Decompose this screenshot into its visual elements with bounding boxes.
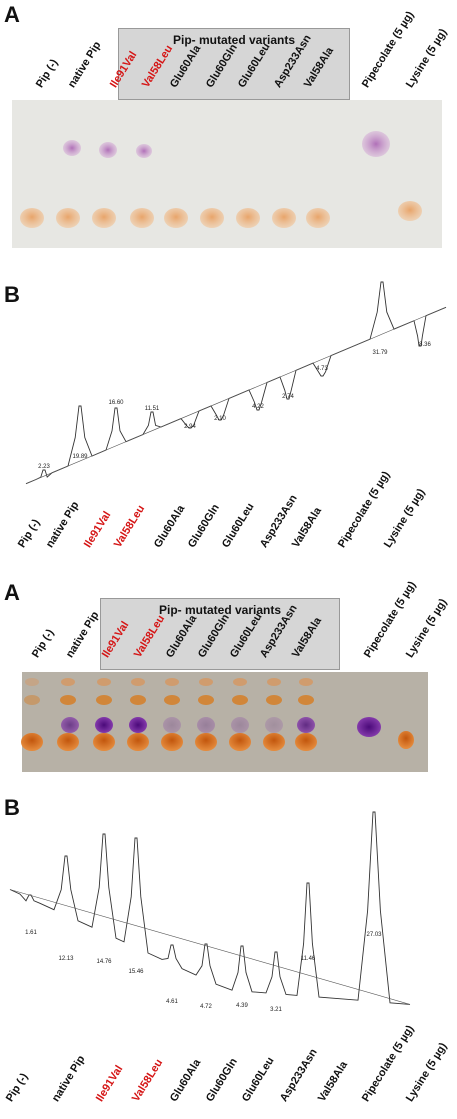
peak-label: 3.21 xyxy=(270,1007,282,1013)
purple-spot xyxy=(163,717,181,733)
orange-spot xyxy=(272,208,296,228)
orange-spot xyxy=(398,201,422,221)
peak-label: 1.61 xyxy=(25,930,37,936)
peak-label: 19.89 xyxy=(72,454,88,460)
variants-box-title-1: Pip- mutated variants xyxy=(172,33,296,47)
purple-spot xyxy=(99,142,117,158)
orange-spot xyxy=(295,733,317,751)
orange-spot xyxy=(56,208,80,228)
plate2-spots xyxy=(21,678,414,751)
orange-spot xyxy=(93,733,115,751)
chromatogram-b2: 1.61 12.13 14.76 15.46 4.61 4.72 4.39 3.21 11.46… xyxy=(9,811,411,1013)
tlc-plate-1 xyxy=(12,100,442,248)
upper-spot xyxy=(233,678,247,686)
orange-spot xyxy=(161,733,183,751)
upper-spot xyxy=(267,678,281,686)
peak-label: 8.36 xyxy=(419,342,431,348)
peak-label: 4.61 xyxy=(166,999,178,1005)
peak-label: 2.94 xyxy=(184,424,196,430)
lysine-spot xyxy=(398,731,414,749)
variants-box-2: Pip- mutated variants xyxy=(100,598,340,670)
peak-label: 16.60 xyxy=(108,400,124,406)
orange-spot xyxy=(92,208,116,228)
orange-spot xyxy=(195,733,217,751)
orange-spot xyxy=(164,208,188,228)
upper-spot xyxy=(130,695,146,705)
panel-label-a1: A xyxy=(4,2,20,27)
upper-spot xyxy=(61,678,75,686)
panel-label-b1: B xyxy=(4,282,20,307)
baseline xyxy=(9,889,411,1005)
upper-spot xyxy=(199,678,213,686)
purple-spot xyxy=(362,131,390,157)
peak-label: 27.03 xyxy=(366,932,382,938)
peak-label: 15.46 xyxy=(128,969,144,975)
orange-spot xyxy=(130,208,154,228)
purple-spot xyxy=(357,717,381,737)
peak-label: 4.22 xyxy=(252,404,264,410)
peak-label: 4.72 xyxy=(200,1004,212,1010)
peak-label: 31.79 xyxy=(372,350,388,356)
purple-spot xyxy=(129,717,147,733)
upper-spot xyxy=(96,695,112,705)
variants-box-1: Pip- mutated variants xyxy=(118,28,350,100)
purple-spot xyxy=(231,717,249,733)
orange-spot xyxy=(57,733,79,751)
orange-spot xyxy=(236,208,260,228)
upper-spot xyxy=(25,678,39,686)
purple-spot xyxy=(197,717,215,733)
peak-label: 2.10 xyxy=(214,416,226,422)
upper-spot xyxy=(131,678,145,686)
purple-spot xyxy=(136,144,152,158)
upper-spot xyxy=(60,695,76,705)
upper-spot xyxy=(165,678,179,686)
orange-spot xyxy=(306,208,330,228)
panel-label-a2: A xyxy=(4,580,20,605)
peak-label: 11.46 xyxy=(301,956,316,962)
purple-spot xyxy=(63,140,81,156)
peak-label: 2.74 xyxy=(282,394,294,400)
orange-spot xyxy=(21,733,43,751)
plate1-spots xyxy=(20,131,422,228)
purple-spot xyxy=(61,717,79,733)
orange-spot xyxy=(20,208,44,228)
panel-label-b2: B xyxy=(4,795,20,820)
upper-spot xyxy=(266,695,282,705)
peak-label: 14.76 xyxy=(96,959,112,965)
orange-spot xyxy=(127,733,149,751)
upper-spot xyxy=(298,695,314,705)
peak-label: 2.23 xyxy=(38,464,50,470)
trace-line xyxy=(25,281,447,485)
upper-spot xyxy=(97,678,111,686)
upper-spot xyxy=(164,695,180,705)
purple-spot xyxy=(265,717,283,733)
upper-spot xyxy=(232,695,248,705)
peak-label: 12.13 xyxy=(58,956,74,962)
variants-box-title-2: Pip- mutated variants xyxy=(158,603,282,617)
trace-line xyxy=(9,811,411,1005)
purple-spot xyxy=(297,717,315,733)
orange-spot xyxy=(263,733,285,751)
upper-spot xyxy=(299,678,313,686)
chromatogram-b1: 2.23 19.89 16.60 11.51 2.94 2.10 4.22 2.74 4.73 3… xyxy=(25,281,447,485)
peak-label: 4.73 xyxy=(316,366,328,372)
baseline xyxy=(25,307,447,484)
orange-spot xyxy=(229,733,251,751)
upper-spot xyxy=(198,695,214,705)
peak-label: 11.51 xyxy=(145,406,160,412)
peak-label: 4.39 xyxy=(236,1003,248,1009)
upper-spot xyxy=(24,695,40,705)
orange-spot xyxy=(200,208,224,228)
purple-spot xyxy=(95,717,113,733)
